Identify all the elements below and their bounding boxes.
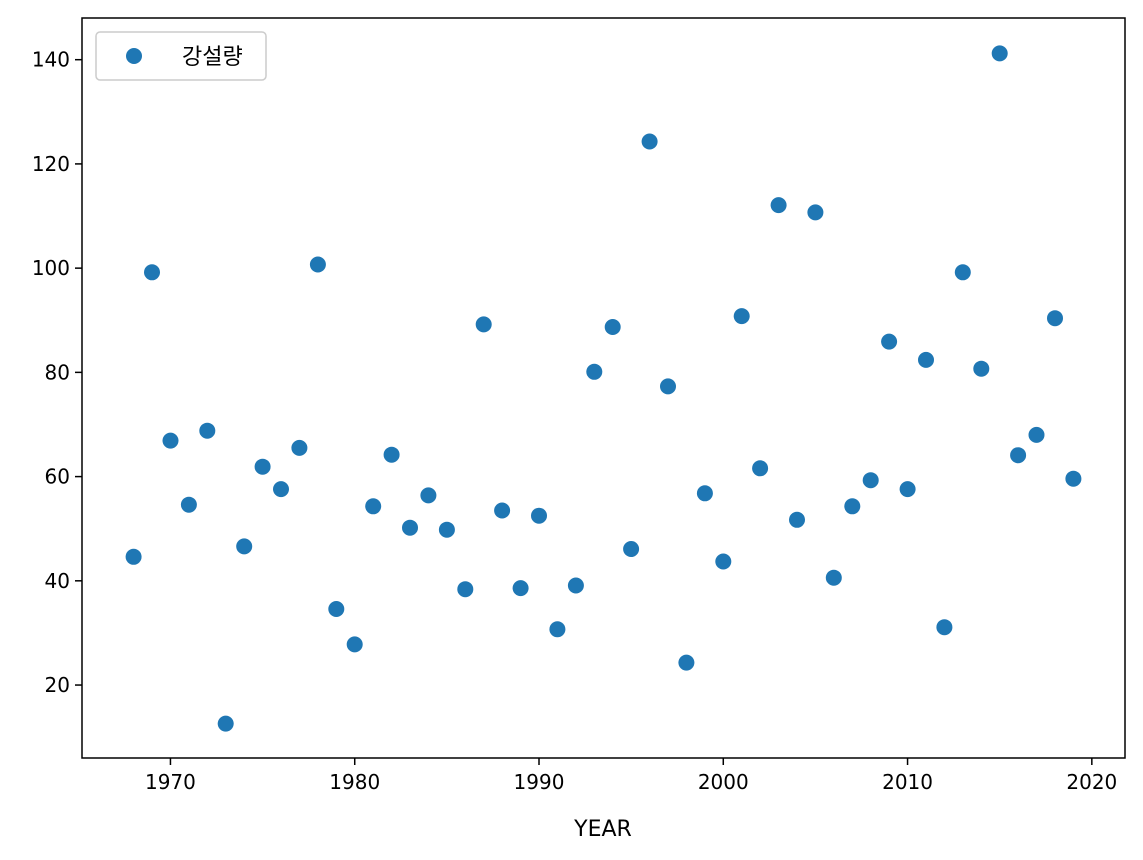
- data-points: [125, 45, 1082, 732]
- legend-marker: [126, 48, 142, 64]
- data-point: [918, 351, 934, 368]
- y-tick-label: 20: [45, 673, 70, 697]
- data-point: [844, 498, 861, 515]
- data-point: [309, 256, 326, 273]
- data-point: [273, 481, 289, 498]
- legend: 강설량: [95, 31, 267, 81]
- legend-box: [95, 31, 267, 81]
- data-point: [328, 601, 345, 617]
- data-point: [733, 308, 750, 325]
- data-point: [881, 333, 898, 350]
- data-point: [254, 458, 271, 475]
- data-point: [144, 264, 160, 281]
- y-tick-label: 140: [32, 48, 70, 72]
- data-point: [125, 548, 142, 565]
- data-point: [199, 422, 216, 439]
- data-point: [678, 654, 695, 671]
- x-tick-label: 1980: [329, 770, 380, 794]
- data-point: [991, 45, 1008, 62]
- x-axis-label: YEAR: [573, 817, 632, 842]
- x-axis-ticks: 1970 1980 1990 2000 2010 2020: [145, 758, 1117, 794]
- data-point: [789, 511, 805, 528]
- data-point: [954, 264, 971, 281]
- data-point: [936, 619, 953, 636]
- y-axis-ticks: 20 40 60 80 100 120 140: [32, 48, 82, 697]
- legend-label: 강설량: [182, 45, 243, 70]
- data-point: [567, 577, 584, 594]
- data-point: [586, 363, 603, 380]
- data-point: [549, 621, 566, 638]
- data-point: [236, 538, 253, 555]
- data-point: [696, 485, 713, 502]
- data-point: [1028, 426, 1045, 443]
- data-point: [973, 360, 990, 377]
- y-tick-label: 120: [32, 152, 70, 176]
- y-tick-label: 60: [45, 465, 70, 489]
- x-tick-label: 1990: [514, 770, 565, 794]
- x-tick-label: 2000: [698, 770, 749, 794]
- data-point: [365, 498, 382, 515]
- data-point: [641, 133, 658, 150]
- data-point: [402, 519, 418, 536]
- data-point: [512, 580, 529, 597]
- plot-frame: [81, 17, 1126, 759]
- data-point: [494, 502, 511, 519]
- data-point: [531, 507, 547, 524]
- data-point: [217, 715, 234, 732]
- data-point: [438, 521, 455, 538]
- data-point: [623, 541, 640, 557]
- data-point: [862, 472, 879, 489]
- data-point: [291, 439, 308, 456]
- data-point: [807, 204, 824, 221]
- data-point: [180, 496, 197, 513]
- x-tick-label: 2020: [1066, 770, 1117, 794]
- data-point: [752, 460, 769, 477]
- data-point: [899, 481, 916, 498]
- x-tick-label: 2010: [882, 770, 933, 794]
- y-tick-label: 40: [45, 569, 70, 593]
- data-point: [770, 197, 787, 214]
- data-point: [1010, 447, 1027, 464]
- data-point: [475, 316, 492, 333]
- data-point: [162, 432, 179, 449]
- y-tick-label: 100: [32, 256, 70, 280]
- data-point: [715, 553, 732, 570]
- data-point: [1047, 310, 1063, 327]
- data-point: [457, 581, 474, 598]
- data-point: [1065, 470, 1082, 487]
- y-tick-label: 80: [45, 360, 70, 384]
- data-point: [604, 319, 621, 335]
- x-tick-label: 1970: [145, 770, 196, 794]
- data-point: [660, 378, 676, 395]
- data-point: [825, 569, 842, 586]
- data-point: [420, 487, 437, 504]
- data-point: [383, 446, 400, 463]
- data-point: [346, 636, 363, 653]
